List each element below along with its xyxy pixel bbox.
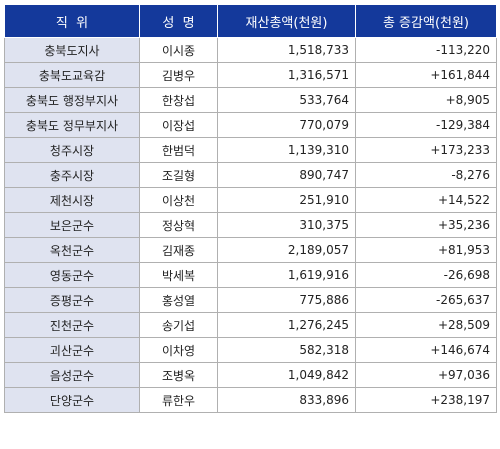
header-total: 재산총액(천원) [217,4,356,38]
name-cell: 송기섭 [139,312,218,338]
total-cell: 775,886 [217,287,356,313]
name-cell: 이시종 [139,37,218,63]
title-cell: 충주시장 [4,162,140,188]
total-cell: 890,747 [217,162,356,188]
change-cell: -265,637 [355,287,497,313]
total-cell: 770,079 [217,112,356,138]
table-row: 제천시장 이상천 251,910 +14,522 [4,187,497,213]
table-row: 충북도 행정부지사 한창섭 533,764 +8,905 [4,87,497,113]
total-cell: 582,318 [217,337,356,363]
table-row: 충북도 정무부지사 이장섭 770,079 -129,384 [4,112,497,138]
name-cell: 한범덕 [139,137,218,163]
total-cell: 251,910 [217,187,356,213]
title-cell: 제천시장 [4,187,140,213]
header-change: 총 증감액(천원) [355,4,497,38]
table-row: 증평군수 홍성열 775,886 -265,637 [4,287,497,313]
total-cell: 1,619,916 [217,262,356,288]
change-cell: +81,953 [355,237,497,263]
title-cell: 단양군수 [4,387,140,413]
name-cell: 한창섭 [139,87,218,113]
name-cell: 정상혁 [139,212,218,238]
change-cell: +173,233 [355,137,497,163]
table-row: 보은군수 정상혁 310,375 +35,236 [4,212,497,238]
table-row: 충북도지사 이시종 1,518,733 -113,220 [4,37,497,63]
change-cell: +161,844 [355,62,497,88]
table-row: 괴산군수 이차영 582,318 +146,674 [4,337,497,363]
asset-table: 직 위 성 명 재산총액(천원) 총 증감액(천원) 충북도지사 이시종 1,5… [4,4,497,413]
change-cell: +28,509 [355,312,497,338]
change-cell: +146,674 [355,337,497,363]
name-cell: 조길형 [139,162,218,188]
total-cell: 1,518,733 [217,37,356,63]
table-row: 음성군수 조병옥 1,049,842 +97,036 [4,362,497,388]
name-cell: 김병우 [139,62,218,88]
name-cell: 이장섭 [139,112,218,138]
title-cell: 충북도 행정부지사 [4,87,140,113]
table-row: 충주시장 조길형 890,747 -8,276 [4,162,497,188]
change-cell: +97,036 [355,362,497,388]
total-cell: 1,139,310 [217,137,356,163]
change-cell: +238,197 [355,387,497,413]
title-cell: 청주시장 [4,137,140,163]
change-cell: -26,698 [355,262,497,288]
table-row: 충북도교육감 김병우 1,316,571 +161,844 [4,62,497,88]
name-cell: 홍성열 [139,287,218,313]
name-cell: 이차영 [139,337,218,363]
change-cell: -8,276 [355,162,497,188]
title-cell: 진천군수 [4,312,140,338]
table-row: 단양군수 류한우 833,896 +238,197 [4,387,497,413]
change-cell: +35,236 [355,212,497,238]
total-cell: 533,764 [217,87,356,113]
header-row: 직 위 성 명 재산총액(천원) 총 증감액(천원) [4,4,497,38]
title-cell: 옥천군수 [4,237,140,263]
name-cell: 김재종 [139,237,218,263]
change-cell: +14,522 [355,187,497,213]
change-cell: -129,384 [355,112,497,138]
title-cell: 충북도지사 [4,37,140,63]
total-cell: 310,375 [217,212,356,238]
name-cell: 류한우 [139,387,218,413]
title-cell: 음성군수 [4,362,140,388]
header-name: 성 명 [139,4,218,38]
title-cell: 괴산군수 [4,337,140,363]
title-cell: 영동군수 [4,262,140,288]
table-row: 옥천군수 김재종 2,189,057 +81,953 [4,237,497,263]
change-cell: -113,220 [355,37,497,63]
title-cell: 보은군수 [4,212,140,238]
change-cell: +8,905 [355,87,497,113]
title-cell: 증평군수 [4,287,140,313]
asset-table-container: 직 위 성 명 재산총액(천원) 총 증감액(천원) 충북도지사 이시종 1,5… [4,4,497,413]
name-cell: 조병옥 [139,362,218,388]
name-cell: 박세복 [139,262,218,288]
table-row: 진천군수 송기섭 1,276,245 +28,509 [4,312,497,338]
total-cell: 1,049,842 [217,362,356,388]
table-row: 청주시장 한범덕 1,139,310 +173,233 [4,137,497,163]
total-cell: 833,896 [217,387,356,413]
table-row: 영동군수 박세복 1,619,916 -26,698 [4,262,497,288]
total-cell: 1,276,245 [217,312,356,338]
title-cell: 충북도교육감 [4,62,140,88]
total-cell: 1,316,571 [217,62,356,88]
name-cell: 이상천 [139,187,218,213]
title-cell: 충북도 정무부지사 [4,112,140,138]
total-cell: 2,189,057 [217,237,356,263]
header-title: 직 위 [4,4,140,38]
